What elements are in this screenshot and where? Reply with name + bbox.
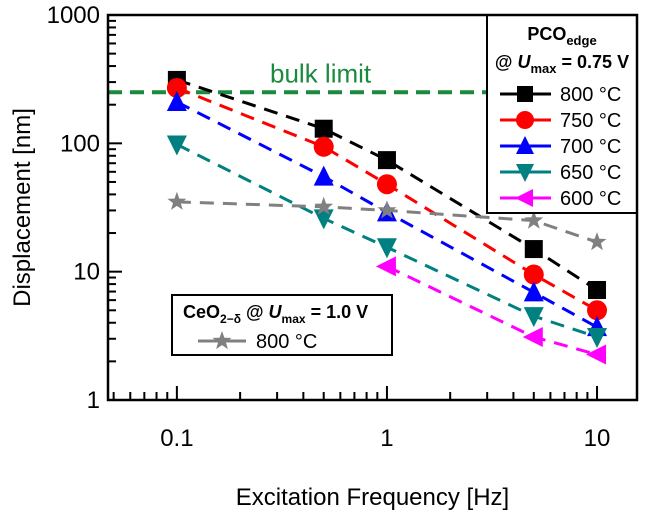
data-point xyxy=(587,232,607,251)
x-axis-label: Excitation Frequency [Hz] xyxy=(236,484,509,511)
data-point xyxy=(313,165,334,186)
data-point xyxy=(166,90,187,111)
data-point xyxy=(522,326,543,347)
data-point xyxy=(587,327,608,348)
series-line xyxy=(176,78,598,292)
legend-entry-label: 700 °C xyxy=(560,136,621,158)
y-tick-label: 10 xyxy=(73,259,100,286)
data-point xyxy=(376,174,397,195)
legend-pco-condition: @ Umax = 0.75 V xyxy=(495,52,629,76)
legend-entry-label: 750 °C xyxy=(560,110,621,132)
legend-pco-title: PCOedge xyxy=(527,24,596,48)
data-point xyxy=(377,151,396,170)
plot-frame xyxy=(106,13,639,402)
legend-ceo2-title: CeO2−δ @ Umax = 1.0 V xyxy=(183,302,368,326)
data-point xyxy=(523,307,544,328)
legend-entry-label: 800 °C xyxy=(256,331,317,353)
legend-marker xyxy=(515,189,533,207)
legend-entry-label: 650 °C xyxy=(560,162,621,184)
y-tick-label: 1 xyxy=(87,387,100,414)
legend-ceo2 xyxy=(171,294,393,356)
data-point xyxy=(523,264,544,285)
legend-pco xyxy=(486,14,638,214)
y-tick-label: 100 xyxy=(60,130,100,157)
data-point xyxy=(313,136,334,157)
data-point xyxy=(167,191,187,210)
data-point xyxy=(376,238,397,259)
data-point xyxy=(587,300,608,321)
legend-entry-label: 600 °C xyxy=(560,188,621,210)
legend-marker xyxy=(212,331,232,350)
data-point xyxy=(524,240,543,259)
legend-marker xyxy=(517,86,533,102)
y-tick-label: 1000 xyxy=(47,2,100,29)
data-point xyxy=(588,280,607,299)
x-tick-label: 10 xyxy=(584,425,611,452)
data-point xyxy=(524,210,544,229)
data-point xyxy=(377,200,397,219)
x-tick-label: 1 xyxy=(380,425,393,452)
legend-marker xyxy=(516,164,534,182)
legend-marker xyxy=(516,111,534,129)
x-tick-label: 0.1 xyxy=(160,425,193,452)
data-point xyxy=(166,77,187,98)
data-point xyxy=(523,281,544,302)
data-point xyxy=(314,119,333,138)
data-point xyxy=(375,256,396,277)
y-axis-label: Displacement [nm] xyxy=(9,108,36,307)
legend-marker xyxy=(516,136,534,154)
data-point xyxy=(586,344,607,365)
data-point xyxy=(166,135,187,156)
bulk-limit-label: bulk limit xyxy=(270,58,372,88)
data-point xyxy=(313,209,334,230)
data-point xyxy=(314,196,334,215)
legend-entry-label: 800 °C xyxy=(560,84,621,106)
